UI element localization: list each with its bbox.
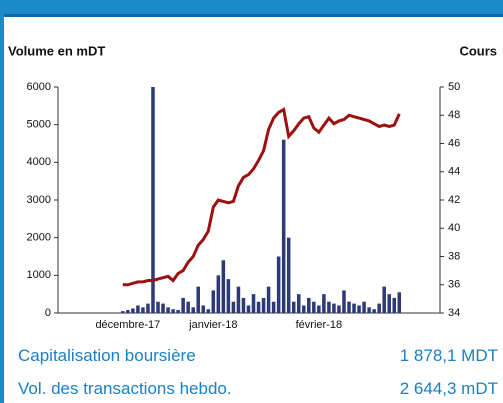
bar — [382, 286, 386, 313]
bar — [261, 297, 266, 313]
bar — [171, 309, 175, 313]
info-value: 2 644,3 mDT — [399, 379, 498, 398]
y2-tick-label: 34 — [448, 307, 460, 319]
bar — [211, 290, 216, 313]
y2-tick-label: 36 — [448, 279, 460, 291]
bar — [332, 303, 336, 313]
bar — [307, 297, 311, 313]
y2-tick-label: 50 — [448, 81, 460, 93]
bar — [317, 305, 321, 313]
bar — [206, 309, 211, 313]
bar — [186, 301, 190, 313]
y-tick-label: 3000 — [27, 194, 51, 206]
bar — [161, 303, 165, 313]
bar — [387, 294, 391, 313]
bar — [131, 308, 135, 313]
bar — [146, 303, 150, 313]
bar — [181, 297, 185, 313]
info-label: Vol. des transactions hebdo. — [18, 379, 232, 398]
bar — [226, 279, 231, 313]
bar — [136, 305, 140, 313]
bar — [166, 307, 170, 313]
bar — [342, 290, 346, 313]
x-tick-label: décembre-17 — [95, 319, 160, 331]
bar — [367, 307, 371, 313]
bar — [196, 286, 200, 313]
left-border — [0, 14, 4, 403]
x-tick-label: janvier-18 — [188, 319, 237, 331]
bar — [246, 305, 251, 313]
top-bar — [0, 0, 503, 17]
bar — [357, 305, 361, 313]
bar — [296, 294, 301, 313]
x-tick-label: février-18 — [296, 319, 342, 331]
bar — [121, 311, 125, 313]
y2-tick-label: 44 — [448, 166, 460, 178]
bar — [216, 275, 221, 313]
bar — [347, 301, 351, 313]
y2-tick-label: 42 — [448, 194, 460, 206]
y-axis-label: Volume en mDT — [8, 43, 105, 58]
bar — [126, 309, 130, 313]
bar — [256, 301, 261, 313]
bar — [191, 307, 195, 313]
bar — [266, 286, 271, 313]
bar — [201, 305, 206, 313]
y2-tick-label: 46 — [448, 137, 460, 149]
bar — [236, 286, 241, 313]
bar — [231, 301, 236, 313]
bar — [327, 301, 331, 313]
price-line — [122, 107, 401, 287]
y2-tick-label: 40 — [448, 222, 460, 234]
info-label: Capitalisation boursière — [18, 346, 196, 365]
bar — [322, 294, 326, 313]
bar — [372, 309, 376, 313]
bar — [241, 297, 246, 313]
y2-axis-label: Cours — [459, 43, 497, 58]
bar — [176, 309, 180, 313]
y-tick-label: 2000 — [27, 232, 51, 244]
y-tick-label: 0 — [45, 307, 51, 319]
bar — [281, 139, 286, 313]
bar — [362, 301, 366, 313]
bar — [251, 294, 256, 313]
bar — [397, 292, 402, 313]
bar — [302, 305, 306, 313]
bar — [291, 301, 296, 313]
bar — [151, 87, 155, 313]
bar — [271, 301, 276, 313]
bar — [141, 307, 145, 313]
y2-tick-label: 48 — [448, 109, 460, 121]
y-tick-label: 5000 — [27, 119, 51, 131]
bar — [286, 237, 291, 313]
info-value: 1 878,1 MDT — [399, 346, 498, 365]
y-tick-label: 1000 — [27, 269, 51, 281]
chart: Volume en mDT Cours 0 1000 2000 3000 4000 500… — [8, 43, 497, 331]
bar — [221, 260, 226, 313]
bar — [392, 297, 397, 313]
bar — [377, 303, 381, 313]
bar — [337, 305, 341, 313]
bar — [352, 303, 356, 313]
y2-tick-label: 38 — [448, 250, 460, 262]
y-tick-label: 6000 — [27, 81, 51, 93]
bar — [312, 301, 316, 313]
y-tick-label: 4000 — [27, 156, 51, 168]
bar — [276, 256, 281, 313]
bar — [156, 301, 160, 313]
